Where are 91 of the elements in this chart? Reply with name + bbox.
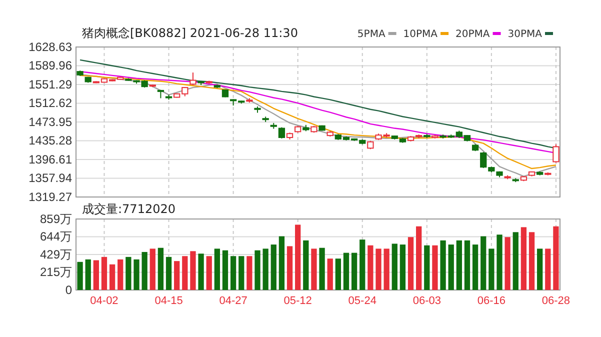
y-tick-label: 1435.28 xyxy=(28,134,72,148)
bar xyxy=(496,234,502,290)
legend-label: 5PMA xyxy=(357,29,386,40)
bar xyxy=(198,254,204,290)
bar xyxy=(206,256,212,290)
bar xyxy=(109,264,116,290)
bar xyxy=(93,260,99,290)
bar xyxy=(246,256,252,290)
bar xyxy=(392,244,398,290)
bar xyxy=(343,252,350,290)
bar xyxy=(504,237,510,290)
bar xyxy=(520,227,527,290)
x-tick-label: 04-27 xyxy=(219,294,248,307)
bar xyxy=(456,240,462,290)
bar xyxy=(319,248,325,290)
bar xyxy=(190,251,196,290)
bar xyxy=(238,256,244,290)
legend-label: 30PMA xyxy=(508,29,542,40)
y-tick-label: 1512.62 xyxy=(28,96,72,110)
bar xyxy=(85,259,91,290)
x-tick-label: 06-03 xyxy=(412,294,441,307)
y-tick-label: 1473.95 xyxy=(28,114,72,129)
bar xyxy=(512,232,518,290)
chart-title: 成交量:7712020 xyxy=(82,202,176,216)
legend-label: 10PMA xyxy=(403,29,438,40)
bar xyxy=(416,226,422,290)
y-tick-label: 859万 xyxy=(40,212,72,226)
bar xyxy=(262,248,268,290)
y-tick-label: 1551.29 xyxy=(28,77,72,92)
bar xyxy=(182,256,188,290)
bar xyxy=(448,244,454,290)
y-tick-label: 1589.96 xyxy=(28,58,72,73)
bar xyxy=(384,248,390,290)
bar xyxy=(134,259,140,290)
bar xyxy=(440,240,446,290)
bar xyxy=(553,226,559,290)
bar xyxy=(545,248,551,290)
bar xyxy=(360,240,366,290)
x-tick-label: 04-15 xyxy=(154,294,183,307)
bar xyxy=(214,248,220,290)
x-tick-label: 05-12 xyxy=(284,294,312,307)
bar xyxy=(77,262,83,290)
y-tick-label: 215万 xyxy=(40,265,72,280)
bar xyxy=(432,245,438,290)
chart-title: 猪肉概念[BK0882] 2021-06-28 11:30 xyxy=(82,26,298,40)
bar xyxy=(222,250,228,290)
bar xyxy=(472,244,478,290)
y-tick-label: 1357.94 xyxy=(28,171,72,186)
y-tick-label: 429万 xyxy=(40,247,72,262)
bar xyxy=(303,240,309,290)
x-tick-label: 05-24 xyxy=(348,294,376,307)
x-tick-label: 06-16 xyxy=(477,294,506,307)
bar xyxy=(126,256,132,290)
bar xyxy=(142,252,148,290)
bar xyxy=(101,256,108,290)
bar xyxy=(480,236,486,290)
y-tick-label: 1628.63 xyxy=(28,40,72,54)
x-tick-label: 04-02 xyxy=(90,294,118,307)
bar xyxy=(327,258,333,290)
bar xyxy=(166,256,172,290)
y-tick-label: 644万 xyxy=(40,230,72,244)
y-tick-label: 0 xyxy=(65,282,72,297)
bar xyxy=(335,258,341,290)
x-tick-label: 06-28 xyxy=(542,294,570,307)
candlestick xyxy=(552,144,560,164)
bar xyxy=(270,244,276,290)
bar xyxy=(254,250,260,290)
bar xyxy=(464,240,470,290)
bar xyxy=(400,244,406,290)
bar xyxy=(295,224,301,290)
bar xyxy=(368,245,374,290)
bar xyxy=(376,248,382,290)
y-tick-label: 1396.61 xyxy=(28,152,72,166)
bar xyxy=(158,248,164,290)
bar xyxy=(118,259,124,290)
legend-label: 20PMA xyxy=(456,29,490,40)
candlestick xyxy=(278,126,286,139)
bar xyxy=(528,232,535,290)
y-tick-label: 1319.27 xyxy=(28,190,72,204)
bar xyxy=(537,248,543,290)
bar xyxy=(150,248,156,290)
bar xyxy=(278,236,285,290)
bar xyxy=(174,261,180,290)
bar xyxy=(286,246,293,290)
bar xyxy=(351,252,358,290)
candlestick xyxy=(190,72,196,86)
bar xyxy=(311,248,317,290)
bar xyxy=(488,248,494,290)
bar xyxy=(408,237,414,290)
bar xyxy=(424,245,430,290)
bar xyxy=(230,256,236,290)
